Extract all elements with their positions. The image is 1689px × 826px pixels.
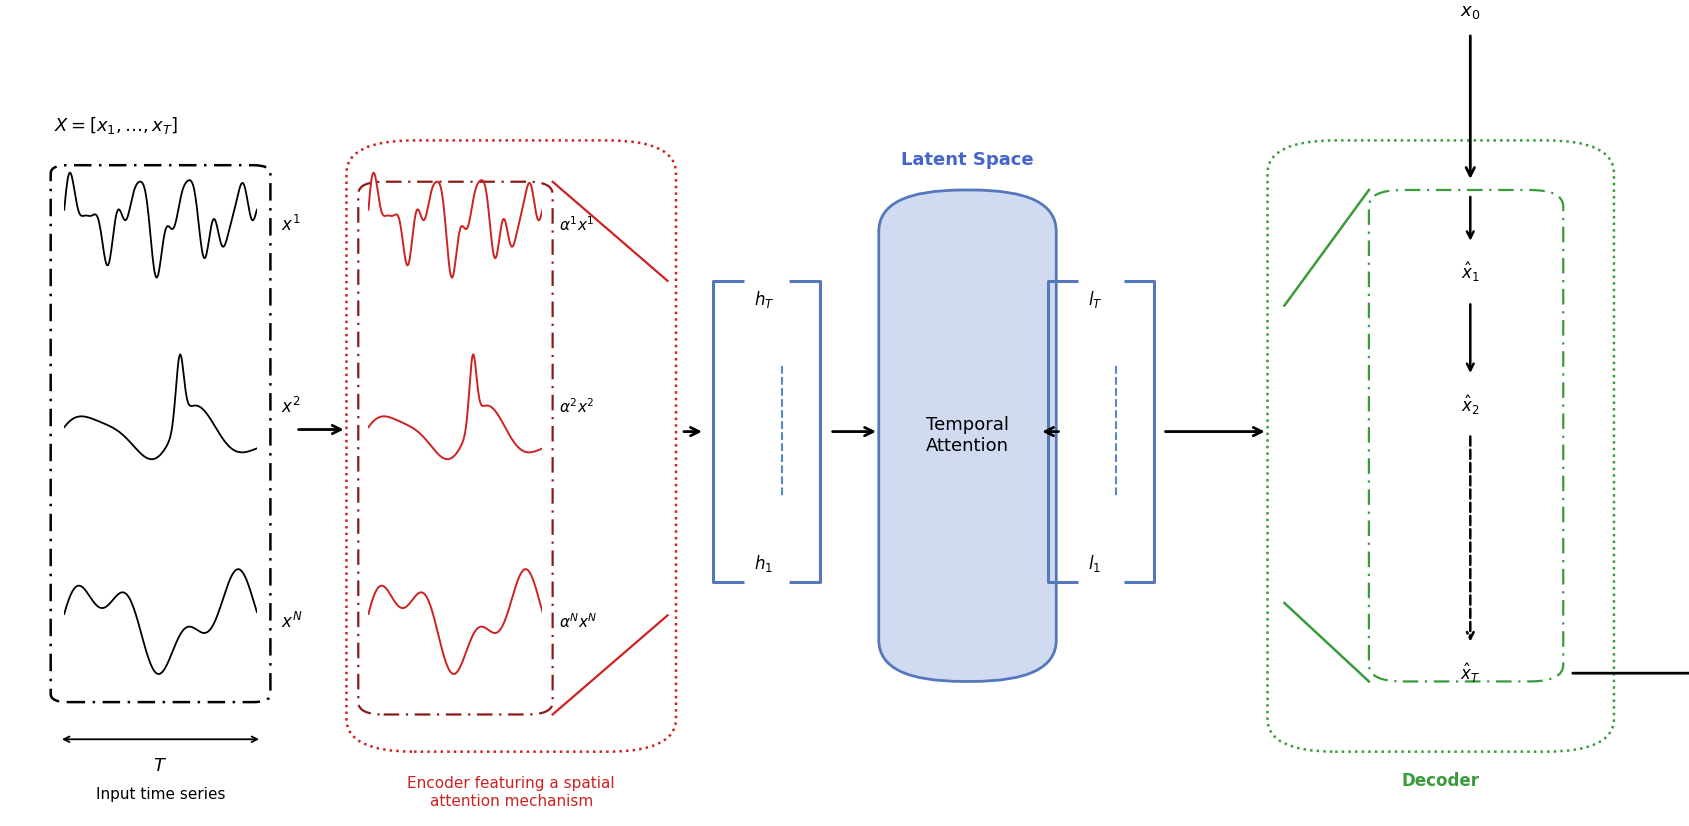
Text: $X = [x_1, \ldots, x_T]$: $X = [x_1, \ldots, x_T]$	[54, 116, 177, 136]
Text: $x^2$: $x^2$	[280, 396, 299, 417]
Text: $\hat{x}_T$: $\hat{x}_T$	[1459, 662, 1480, 685]
Text: Decoder: Decoder	[1400, 772, 1480, 790]
Text: $x_0$: $x_0$	[1459, 2, 1480, 21]
Text: $x^N$: $x^N$	[280, 611, 302, 632]
Text: $l_1$: $l_1$	[1088, 553, 1101, 574]
Text: $h_T$: $h_T$	[753, 289, 774, 310]
Text: $x^1$: $x^1$	[280, 215, 301, 235]
Text: $\alpha^N x^N$: $\alpha^N x^N$	[559, 612, 598, 631]
Text: Temporal
Attention: Temporal Attention	[926, 416, 1008, 455]
Text: $\alpha^1 x^1$: $\alpha^1 x^1$	[559, 216, 595, 235]
Text: Input time series: Input time series	[96, 787, 225, 802]
Text: $h_1$: $h_1$	[753, 553, 772, 574]
Text: $\hat{x}_2$: $\hat{x}_2$	[1459, 393, 1480, 416]
Text: $\alpha^2 x^2$: $\alpha^2 x^2$	[559, 397, 595, 416]
Text: Latent Space: Latent Space	[900, 151, 1034, 169]
Text: $T$: $T$	[154, 757, 167, 776]
Text: $\hat{x}_1$: $\hat{x}_1$	[1459, 261, 1480, 284]
FancyBboxPatch shape	[878, 190, 1056, 681]
Text: $l_T$: $l_T$	[1088, 289, 1103, 310]
Text: Encoder featuring a spatial
attention mechanism: Encoder featuring a spatial attention me…	[407, 776, 615, 809]
